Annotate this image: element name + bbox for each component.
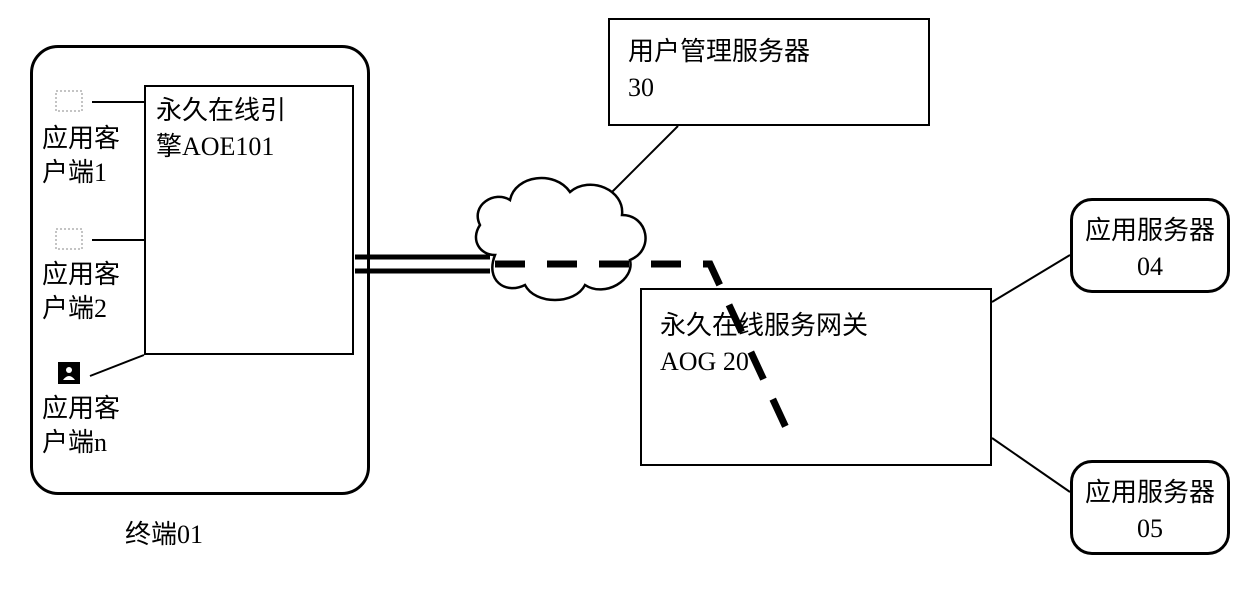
aoe-label-line2: 擎AOE101: [156, 132, 274, 161]
client2-line1: 应用客: [42, 260, 120, 289]
app05-line1: 应用服务器: [1085, 478, 1215, 507]
edge-cloud-ums: [612, 126, 678, 192]
aoe-box: 永久在线引 擎AOE101: [144, 85, 354, 355]
app05-line2: 05: [1137, 514, 1163, 543]
clientn-line1: 应用客: [42, 394, 120, 423]
terminal-label: 终端01: [125, 518, 203, 552]
aog-line1: 永久在线服务网关: [660, 311, 868, 340]
aog-line2: AOG 20: [660, 347, 749, 376]
ums-line2: 30: [628, 73, 654, 102]
client1-label: 应用客 户端1: [42, 122, 120, 190]
aoe-label-line1: 永久在线引: [156, 96, 286, 125]
app04-line2: 04: [1137, 252, 1163, 281]
app05-box: 应用服务器 05: [1070, 460, 1230, 555]
edge-aog-app04: [992, 255, 1070, 302]
cloud-icon: [476, 178, 646, 300]
client2-line2: 户端2: [42, 294, 107, 323]
ums-line1: 用户管理服务器: [628, 37, 810, 66]
app04-line1: 应用服务器: [1085, 216, 1215, 245]
client1-line1: 应用客: [42, 124, 120, 153]
clientn-icon: [58, 362, 80, 384]
client1-icon: [55, 90, 83, 112]
app04-box: 应用服务器 04: [1070, 198, 1230, 293]
client2-icon: [55, 228, 83, 250]
clientn-line2: 户端n: [42, 428, 107, 457]
client2-label: 应用客 户端2: [42, 258, 120, 326]
ums-box: 用户管理服务器 30: [608, 18, 930, 126]
client1-line2: 户端1: [42, 158, 107, 187]
aog-box: 永久在线服务网关 AOG 20: [640, 288, 992, 466]
clientn-label: 应用客 户端n: [42, 392, 120, 460]
edge-aog-app05: [992, 438, 1070, 492]
